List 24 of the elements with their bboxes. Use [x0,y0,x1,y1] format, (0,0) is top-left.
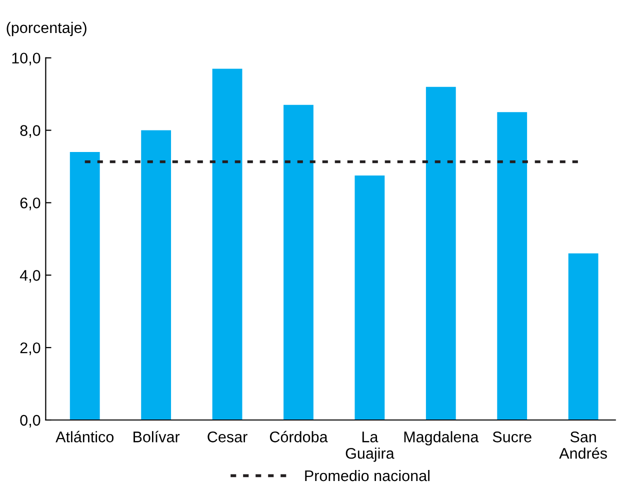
y-tick-label: 2,0 [20,342,40,356]
y-tick-label: 4,0 [20,270,40,283]
bar [284,104,314,420]
legend-label: Promedio nacional [305,470,430,482]
bar [497,112,528,420]
x-tick-label: Magdalena [404,431,479,446]
bar [568,253,598,420]
y-tick-label: 10,0 [12,52,40,66]
bar [212,68,242,420]
x-tick-label: Cesar [208,432,248,442]
bar [141,130,172,420]
x-tick-label: Sucre [492,432,532,442]
x-tick-label: Atlántico [56,430,114,442]
bar [354,176,385,420]
y-tick-label: 6,0 [20,198,40,210]
x-tick-label: Bolívar [134,430,180,442]
y-tick-label: 0,0 [20,414,40,428]
bar [70,152,100,420]
y-tick-label: 8,0 [20,125,40,138]
x-tick-label: Córdoba [270,430,328,442]
x-tick-label: La Guajira [346,432,394,462]
bar [426,86,456,420]
x-tick-label: San Andrés [559,432,607,459]
y-axis-title: (porcentaje) [6,22,86,36]
